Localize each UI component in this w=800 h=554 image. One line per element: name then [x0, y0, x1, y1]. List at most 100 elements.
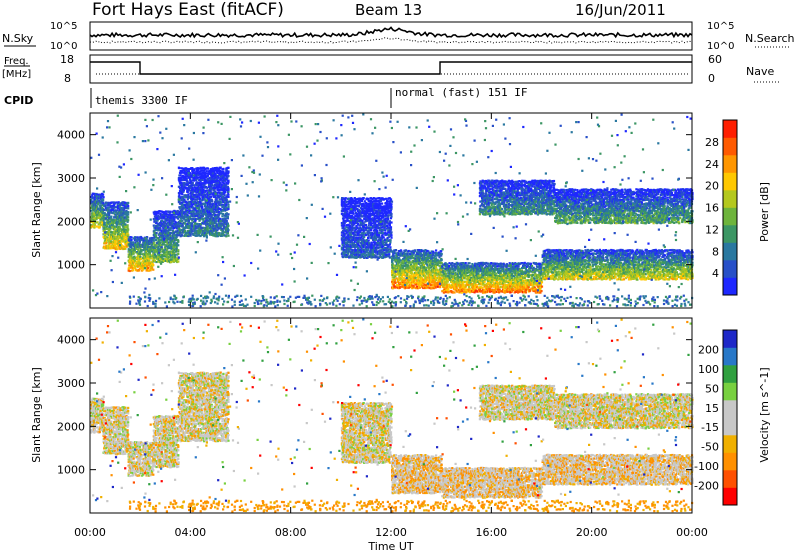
power-cell: [376, 230, 378, 232]
power-cell: [180, 174, 182, 176]
power-cell: [227, 167, 229, 169]
power-cell: [353, 213, 355, 215]
power-cell: [370, 229, 372, 231]
power-cell: [383, 236, 385, 238]
power-cell: [390, 226, 392, 228]
freq-label-1: Freq.: [4, 56, 29, 67]
power-cell: [351, 229, 353, 231]
power-cell: [390, 213, 392, 215]
power-cell: [127, 216, 129, 218]
freq-tick-top: 18: [60, 53, 74, 66]
power-cell: [201, 206, 203, 208]
power-cell: [225, 204, 227, 206]
power-cell: [403, 277, 405, 279]
power-cell: [385, 198, 387, 200]
power-cell: [368, 224, 370, 226]
power-cell: [206, 170, 208, 172]
power-cell: [97, 221, 99, 223]
power-cell: [221, 215, 223, 217]
power-cell: [365, 229, 367, 231]
power-cell: [218, 232, 220, 234]
noise-right-tick-top: 10^5: [707, 21, 734, 32]
power-cell: [174, 254, 176, 256]
power-cell: [227, 229, 229, 231]
freq-label-2: [MHz]: [2, 69, 31, 80]
power-cell: [401, 251, 403, 253]
power-cell: [177, 253, 179, 255]
power-cell: [127, 202, 129, 204]
power-cell: [170, 243, 172, 245]
nave-tick-bottom: 0: [708, 72, 715, 85]
power-cell: [127, 226, 129, 228]
power-cell: [360, 251, 362, 253]
power-cell: [377, 253, 379, 255]
power-cell: [149, 257, 151, 259]
power-cell: [192, 187, 194, 189]
power-cell: [173, 218, 175, 220]
power-cell: [222, 170, 224, 172]
power-cell: [227, 187, 229, 189]
power-cell: [382, 217, 384, 219]
power-cell: [127, 219, 129, 221]
power-cell: [390, 198, 392, 200]
power-cell: [127, 224, 129, 226]
power-cell: [129, 270, 131, 272]
power-cell: [389, 224, 391, 226]
power-cell: [214, 189, 216, 191]
power-cell: [110, 216, 112, 218]
power-cell: [177, 249, 179, 251]
power-cell: [193, 168, 195, 170]
power-cell: [361, 200, 363, 202]
power-cell: [387, 218, 389, 220]
power-cell: [392, 259, 394, 261]
power-cell: [367, 249, 369, 251]
power-cell: [187, 191, 189, 193]
cpid-label: CPID: [4, 94, 33, 107]
power-cell: [363, 236, 365, 238]
power-cell: [345, 205, 347, 207]
power-cell: [378, 234, 380, 236]
power-cell: [345, 201, 347, 203]
power-cell: [187, 193, 189, 195]
power-cell: [213, 211, 215, 213]
power-cell: [227, 194, 229, 196]
power-cell: [370, 242, 372, 244]
power-cell: [365, 224, 367, 226]
power-cell: [181, 220, 183, 222]
sky-noise-line: [90, 27, 692, 37]
cpid-bar: CPID themis 3300 IF normal (fast) 151 IF: [4, 86, 527, 108]
power-cell: [127, 234, 129, 236]
power-cell: [108, 214, 110, 216]
power-cell: [187, 198, 189, 200]
power-cell: [127, 207, 129, 209]
power-cell: [127, 231, 129, 233]
power-cell: [133, 252, 135, 254]
power-cell: [159, 242, 161, 244]
power-cell: [226, 220, 228, 222]
power-cell: [215, 214, 217, 216]
power-cell: [152, 264, 154, 266]
power-cell: [132, 269, 134, 271]
power-cell: [225, 235, 227, 237]
noise-right-tick-bottom: 10^0: [707, 41, 734, 52]
power-cell: [127, 205, 129, 207]
power-cell: [390, 234, 392, 236]
power-cell: [177, 260, 179, 262]
power-cell: [354, 241, 356, 243]
power-cell: [227, 170, 229, 172]
power-cell: [105, 242, 107, 244]
power-cell: [178, 194, 180, 196]
power-cell: [177, 240, 179, 242]
power-cell: [222, 168, 224, 170]
power-cell: [367, 198, 369, 200]
power-cell: [138, 269, 140, 271]
power-cell: [369, 215, 371, 217]
power-cell: [169, 235, 171, 237]
power-cell: [176, 246, 178, 248]
power-cell: [99, 226, 101, 228]
power-cell: [153, 242, 155, 244]
power-cell: [390, 203, 392, 205]
power-cell: [363, 197, 365, 199]
power-cell: [382, 235, 384, 237]
